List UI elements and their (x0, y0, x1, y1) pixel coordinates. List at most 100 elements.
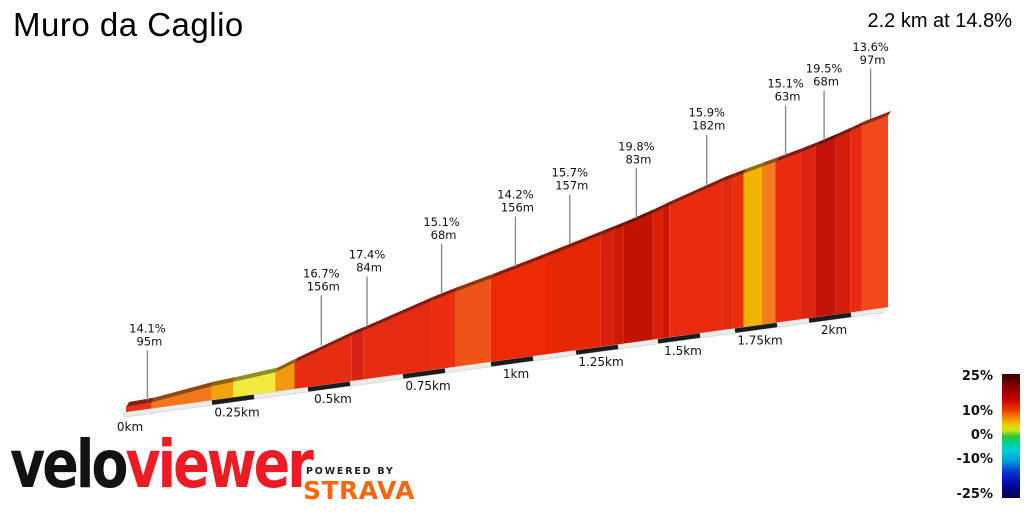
strava-logo: STRAVA (303, 476, 415, 505)
profile-segment-top-face (546, 230, 604, 258)
profile-segment-top-face (294, 330, 355, 363)
profile-segment (850, 126, 862, 313)
gradient-label-pct: 17.4% (349, 248, 386, 262)
profile-segment-top-face (732, 168, 747, 178)
profile-segment (835, 131, 851, 315)
profile-segment-top-face (662, 200, 673, 209)
gradient-legend-bar (1002, 374, 1020, 498)
x-tick-label: 1.5km (664, 344, 702, 358)
legend-label: 10% (961, 404, 993, 420)
profile-segment-top-face (363, 296, 435, 332)
gradient-label-pct: 19.8% (618, 139, 655, 153)
gradient-label-length: 95m (136, 334, 162, 348)
gradient-label-length: 157m (555, 178, 588, 192)
gradient-label-pct: 15.1% (423, 215, 460, 229)
x-axis-tick-bar (734, 322, 778, 333)
profile-segment (211, 382, 233, 401)
profile-segment-top-face (233, 367, 279, 382)
x-axis-tick-bar (657, 333, 701, 344)
gradient-label-pct: 15.7% (552, 165, 589, 179)
gradient-label-length: 83m (625, 152, 651, 166)
profile-segment (815, 138, 836, 318)
profile-segment (351, 331, 364, 381)
veloviewer-logo-velo: velo (10, 426, 128, 503)
profile-segment-top-face (800, 141, 819, 153)
climb-summary: 2.2 km at 14.8% (867, 10, 1012, 32)
profile-segment (669, 181, 723, 338)
profile-segment-top-face (600, 225, 617, 236)
profile-segment (652, 208, 663, 340)
profile-segment (151, 386, 212, 409)
profile-segment (743, 166, 762, 328)
x-axis-tick-bar (490, 356, 534, 367)
profile-segment (294, 335, 352, 389)
gradient-label-pct: 13.6% (852, 40, 889, 54)
profile-segment-top-face (490, 252, 549, 279)
x-tick-label: 0.5km (314, 392, 352, 406)
profile-segment (233, 372, 276, 398)
profile-segment (613, 226, 624, 345)
x-axis-tick-bar (211, 394, 255, 405)
profile-segment-top-face (669, 176, 726, 206)
profile-segment (761, 162, 776, 325)
profile-segment-top-face (743, 161, 765, 174)
gradient-label-length: 68m (813, 74, 839, 88)
profile-segment (732, 173, 744, 329)
profile-segment-top-face (431, 286, 459, 302)
profile-segment (600, 230, 614, 347)
profile-segment-top-face (835, 126, 854, 139)
profile-segment (546, 235, 601, 355)
x-tick-label: 2km (821, 323, 847, 337)
x-tick-label: 0.75km (405, 379, 450, 393)
profile-segment-top-face (861, 111, 891, 127)
legend-label: -25% (956, 486, 993, 502)
profile-segment-top-face (151, 381, 215, 403)
profile-segment (126, 402, 152, 412)
gradient-label-length: 182m (692, 119, 725, 133)
profile-segment (800, 146, 816, 320)
profile-segment-top-face (211, 377, 236, 387)
x-axis-tick-bar (575, 344, 619, 355)
profile-segment-top-face (761, 157, 779, 167)
profile-segment-top-face (850, 121, 865, 132)
legend-label: -10% (956, 451, 993, 467)
gradient-label-pct: 16.7% (303, 266, 340, 280)
gradient-label-pct: 15.9% (688, 106, 725, 120)
veloviewer-logo-viewer: viewer (125, 426, 313, 503)
profile-segment-top-face (652, 203, 666, 214)
x-axis-tick-bar (402, 368, 446, 379)
gradient-label-length: 84m (356, 261, 382, 275)
profile-segment-top-face (775, 147, 804, 163)
x-axis-tick-bar (808, 312, 852, 323)
profile-segment (275, 362, 295, 392)
profile-segment (722, 177, 733, 330)
gradient-label-length: 97m (860, 53, 886, 67)
profile-segment (623, 213, 653, 344)
x-tick-label: 0.25km (214, 405, 259, 419)
profile-segment (363, 301, 432, 380)
gradient-label-pct: 15.1% (767, 76, 804, 90)
profile-segment (861, 116, 888, 311)
page-title: Muro da Caglio (13, 6, 244, 43)
profile-segment-top-face (722, 172, 736, 182)
profile-segment-top-face (613, 221, 627, 231)
gradient-label-pct: 14.1% (129, 321, 166, 335)
profile-segment (662, 205, 670, 339)
x-tick-label: 1.75km (737, 333, 782, 347)
x-tick-label: 1.25km (578, 355, 623, 369)
x-axis-tick-bar (307, 381, 351, 392)
gradient-label-length: 63m (775, 89, 801, 103)
gradient-label-pct: 14.2% (497, 188, 534, 202)
x-tick-label: 0km (117, 420, 143, 434)
powered-by-label: POWERED BY (306, 466, 395, 477)
profile-segment (431, 291, 456, 371)
profile-segment (490, 257, 546, 362)
profile-segment-top-face (455, 273, 494, 292)
legend-label: 0% (970, 428, 993, 443)
veloviewer-logo: veloviewer (10, 432, 314, 498)
gradient-label-pct: 19.5% (806, 61, 843, 75)
profile-segment-top-face (275, 357, 298, 373)
profile-segment (455, 278, 491, 367)
profile-segment (775, 152, 801, 323)
